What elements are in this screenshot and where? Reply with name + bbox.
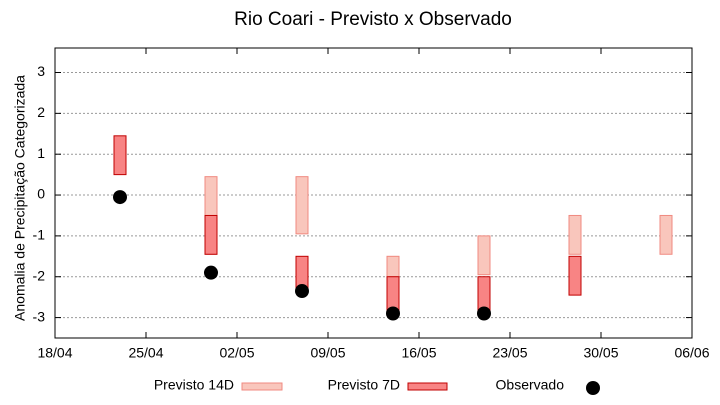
y-tick-label: 2 <box>37 104 45 120</box>
range-bar <box>568 214 582 255</box>
range-bar <box>477 235 491 276</box>
range-bar <box>113 135 127 176</box>
x-tick-label: 25/04 <box>128 345 163 361</box>
point <box>113 190 127 205</box>
y-tick-label: -3 <box>33 308 46 324</box>
legend-swatch <box>407 382 448 391</box>
y-tick-label: -1 <box>33 227 46 243</box>
range-bar <box>568 255 582 296</box>
legend-swatch <box>241 382 283 391</box>
x-tick-label: 02/05 <box>219 345 254 361</box>
y-tick-label: 3 <box>37 63 45 79</box>
legend-label: Observado <box>496 377 565 393</box>
plot-frame <box>54 47 693 339</box>
y-axis-label: Anomalia de Precipitação Categorizada <box>12 75 28 321</box>
x-tick-label: 18/04 <box>37 345 72 361</box>
legend-label: Previsto 14D <box>154 377 234 393</box>
y-tick-label: -2 <box>33 267 46 283</box>
point <box>204 265 218 280</box>
range-bar <box>386 255 400 278</box>
point <box>477 306 491 321</box>
y-tick-label: 0 <box>37 186 45 202</box>
x-tick-label: 06/06 <box>674 345 709 361</box>
legend-swatch <box>586 381 600 395</box>
chart-title: Rio Coari - Previsto x Observado <box>234 9 512 30</box>
point <box>386 306 400 321</box>
x-tick-label: 09/05 <box>310 345 345 361</box>
y-tick-label: 1 <box>37 145 45 161</box>
range-bar <box>659 214 673 255</box>
x-tick-label: 30/05 <box>583 345 618 361</box>
range-bar <box>295 176 309 235</box>
legend-label: Previsto 7D <box>328 377 400 393</box>
range-bar <box>204 214 218 255</box>
x-tick-label: 23/05 <box>492 345 527 361</box>
point <box>295 284 309 299</box>
x-tick-label: 16/05 <box>401 345 436 361</box>
